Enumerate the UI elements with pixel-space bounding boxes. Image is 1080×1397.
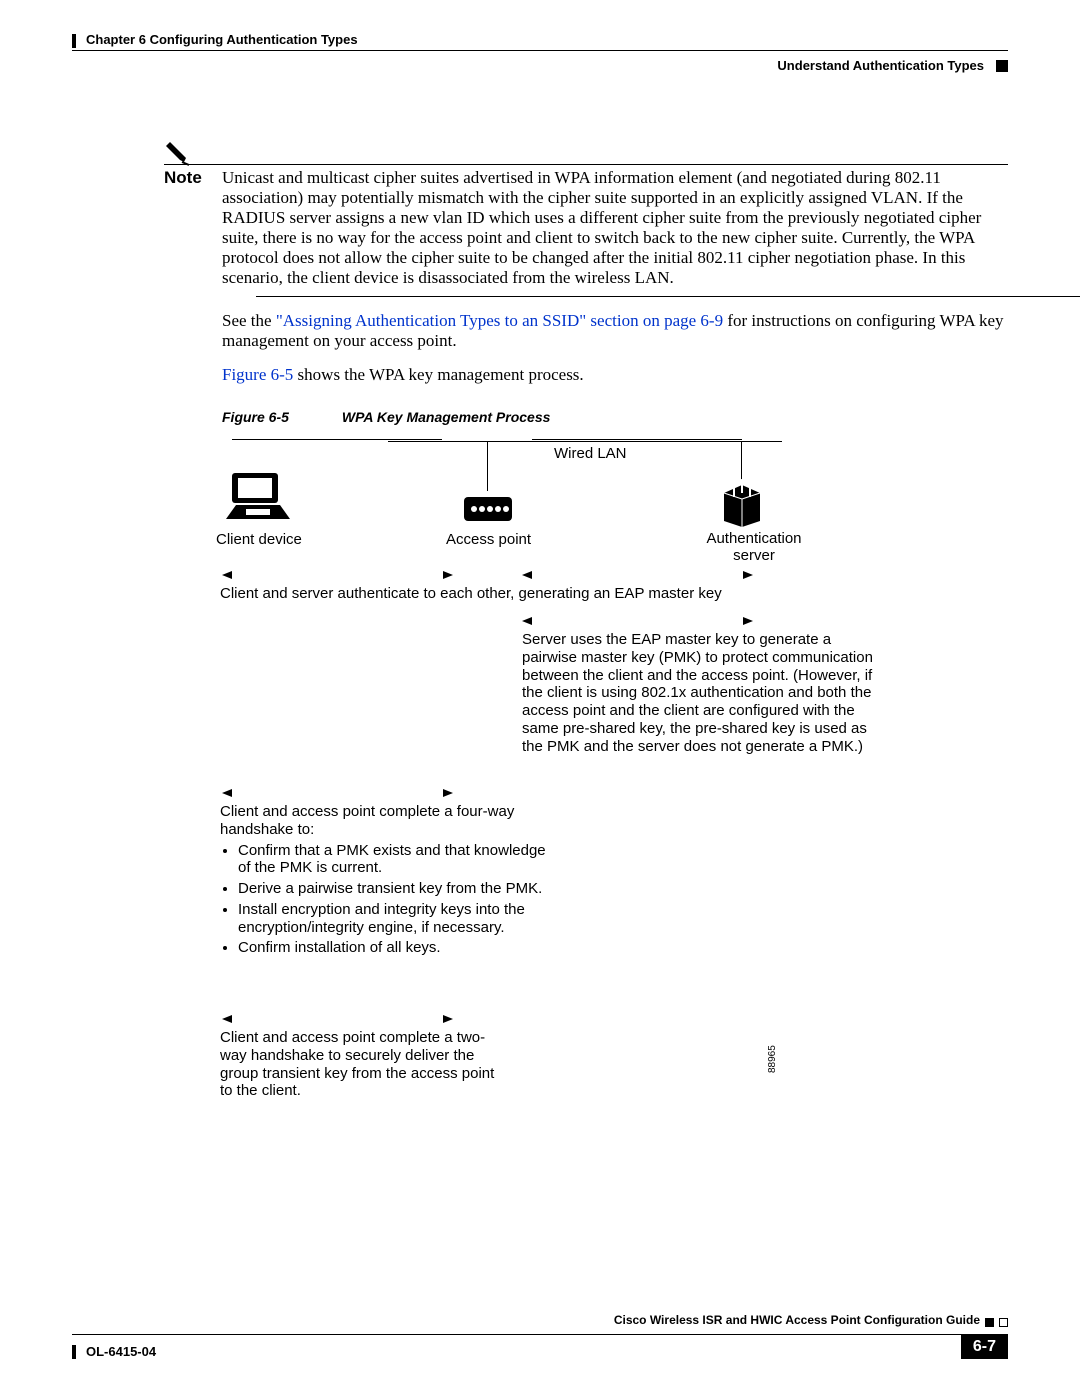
see-paragraph: See the "Assigning Authentication Types … xyxy=(222,311,1008,351)
arrow-head xyxy=(743,571,753,579)
step3-lead: Client and access point complete a four-… xyxy=(220,803,514,838)
ap-label: Access point xyxy=(446,531,531,548)
footer-marker-solid xyxy=(985,1318,994,1327)
arrow-head xyxy=(522,571,532,579)
figure-ref-paragraph: Figure 6-5 shows the WPA key management … xyxy=(222,365,1008,385)
arrow-head xyxy=(222,789,232,797)
arrow-head xyxy=(222,1015,232,1023)
arrow-head xyxy=(522,617,532,625)
arrow-stem xyxy=(532,439,742,440)
figure-ref-link[interactable]: Figure 6-5 xyxy=(222,365,293,384)
step4-caption: Client and access point complete a two-w… xyxy=(220,1029,500,1100)
see-pre: See the xyxy=(222,311,276,330)
see-link[interactable]: "Assigning Authentication Types to an SS… xyxy=(276,311,723,330)
arrow-head xyxy=(443,789,453,797)
ap-drop-line xyxy=(487,441,488,491)
figure-ref-post: shows the WPA key management process. xyxy=(293,365,583,384)
step2-caption: Server uses the EAP master key to genera… xyxy=(522,631,882,755)
section-title: Understand Authentication Types xyxy=(777,58,984,73)
footer-doc-title: Cisco Wireless ISR and HWIC Access Point… xyxy=(614,1313,980,1327)
client-device-icon xyxy=(222,469,294,529)
note-body: Unicast and multicast cipher suites adve… xyxy=(222,168,1008,288)
footer-ol-number: OL-6415-04 xyxy=(86,1344,156,1359)
footer-accent-bar xyxy=(72,1345,76,1359)
figure-id: 88965 xyxy=(767,1046,778,1074)
figure-number: Figure 6-5 xyxy=(222,409,338,425)
footer-rule xyxy=(72,1334,1008,1335)
header-marker-square xyxy=(996,60,1008,72)
step3-bullet: Confirm installation of all keys. xyxy=(238,939,560,957)
note-top-rule xyxy=(164,164,1008,165)
access-point-icon xyxy=(460,491,516,531)
auth-server-label: Authentication server xyxy=(704,531,804,564)
figure-caption: Figure 6-5 WPA Key Management Process xyxy=(222,409,1008,425)
header-accent-bar xyxy=(72,34,76,48)
note-bottom-rule xyxy=(256,296,1080,297)
figure-body: Wired LAN xyxy=(222,435,942,1115)
step3-caption: Client and access point complete a four-… xyxy=(220,803,560,960)
wired-lan-line xyxy=(388,441,782,442)
note-label: Note xyxy=(164,168,202,188)
step3-bullet: Derive a pairwise transient key from the… xyxy=(238,880,560,898)
chapter-title: Chapter 6 Configuring Authentication Typ… xyxy=(86,32,358,47)
page-number: 6-7 xyxy=(961,1335,1008,1359)
header-rule xyxy=(72,50,1008,51)
server-drop-line xyxy=(741,441,742,481)
arrow-head xyxy=(222,571,232,579)
footer-marker-hollow xyxy=(999,1318,1008,1327)
arrow-head xyxy=(743,617,753,625)
step1-caption: Client and server authenticate to each o… xyxy=(220,585,722,602)
arrow-stem xyxy=(232,439,442,440)
client-label: Client device xyxy=(216,531,302,548)
arrow-head xyxy=(443,571,453,579)
step3-bullet: Confirm that a PMK exists and that knowl… xyxy=(238,842,560,877)
step3-bullet: Install encryption and integrity keys in… xyxy=(238,901,560,936)
wired-lan-label: Wired LAN xyxy=(554,445,627,462)
figure-title: WPA Key Management Process xyxy=(342,409,551,425)
auth-server-icon xyxy=(716,477,768,533)
arrow-head xyxy=(443,1015,453,1023)
